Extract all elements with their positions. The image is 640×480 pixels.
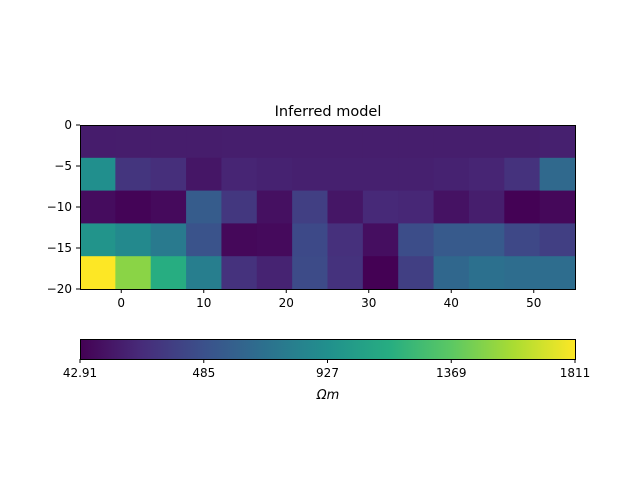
colorbar-tick-label: 1811 [560, 366, 591, 380]
y-tick-label: −15 [47, 241, 72, 255]
heatmap-cell [468, 256, 505, 290]
heatmap-cell [398, 190, 435, 224]
heatmap-cell [221, 190, 258, 224]
heatmap-cell [80, 256, 116, 290]
heatmap-cell [80, 125, 116, 159]
heatmap-cell [468, 125, 505, 159]
heatmap-cell [398, 223, 435, 257]
heatmap-cell [539, 125, 576, 159]
x-tick-label: 20 [279, 296, 294, 310]
heatmap-cell [186, 256, 222, 290]
chart-title: Inferred model [275, 104, 382, 120]
axes-frame [80, 125, 576, 290]
heatmap-cells [80, 125, 576, 290]
heatmap-cell [80, 223, 116, 257]
y-tick-label: −5 [54, 159, 72, 173]
heatmap-cell [468, 223, 505, 257]
heatmap-cell [433, 256, 470, 290]
heatmap-cell [327, 190, 364, 224]
heatmap-cell [504, 223, 541, 257]
heatmap-cell [539, 256, 576, 290]
x-tick-label: 10 [196, 296, 211, 310]
heatmap-cell [256, 256, 293, 290]
colorbar-gradient [80, 339, 576, 360]
heatmap-cell [292, 125, 328, 159]
y-tick-label: 0 [64, 118, 72, 132]
heatmap-cell [115, 125, 152, 159]
heatmap-cell [186, 223, 222, 257]
heatmap-cell [398, 157, 435, 192]
x-tick-label: 0 [117, 296, 125, 310]
heatmap-cell [539, 157, 576, 192]
heatmap-cell [150, 190, 187, 224]
heatmap-cell [468, 157, 505, 192]
colorbar-tick-label: 1369 [436, 366, 467, 380]
heatmap-cell [327, 256, 364, 290]
heatmap-cell [504, 256, 541, 290]
heatmap-cell [221, 223, 258, 257]
heatmap-cell [398, 125, 435, 159]
heatmap-cell [433, 157, 470, 192]
heatmap-cell [186, 190, 222, 224]
heatmap-cell [115, 157, 152, 192]
heatmap-cell [327, 157, 364, 192]
colorbar-label: Ωm [316, 388, 340, 403]
heatmap-cell [292, 223, 328, 257]
heatmap-cell [80, 190, 116, 224]
heatmap-cell [398, 256, 435, 290]
heatmap-cell [433, 190, 470, 224]
heatmap-cell [256, 223, 293, 257]
colorbar-tick-label: 42.91 [63, 366, 97, 380]
heatmap-cell [504, 125, 541, 159]
colorbar-ticks: 42.91 485 927 1369 1811 [63, 359, 590, 380]
heatmap-cell [433, 125, 470, 159]
heatmap-cell [504, 157, 541, 192]
heatmap-cell [362, 157, 399, 192]
x-axis-ticks: 0 10 20 30 40 50 [117, 289, 541, 310]
heatmap-cell [150, 223, 187, 257]
heatmap-cell [327, 223, 364, 257]
heatmap-cell [150, 256, 187, 290]
heatmap-cell [292, 157, 328, 192]
colorbar-tick-label: 927 [316, 366, 339, 380]
y-tick-label: −10 [47, 200, 72, 214]
heatmap-cell [221, 125, 258, 159]
heatmap-cell [150, 125, 187, 159]
heatmap-cell [256, 190, 293, 224]
heatmap-cell [433, 223, 470, 257]
heatmap-cell [504, 190, 541, 224]
heatmap-cell [539, 223, 576, 257]
heatmap-cell [362, 256, 399, 290]
heatmap-cell [186, 157, 222, 192]
heatmap-cell [256, 125, 293, 159]
heatmap-cell [362, 223, 399, 257]
heatmap-cell [292, 190, 328, 224]
heatmap-cell [292, 256, 328, 290]
heatmap-cell [362, 125, 399, 159]
heatmap-cell [115, 190, 152, 224]
heatmap-cell [327, 125, 364, 159]
heatmap-cell [115, 223, 152, 257]
x-tick-label: 50 [526, 296, 541, 310]
colorbar-tick-label: 485 [192, 366, 215, 380]
heatmap-cell [186, 125, 222, 159]
y-axis-ticks: 0 −5 −10 −15 −20 [47, 118, 80, 296]
heatmap-cell [221, 256, 258, 290]
x-tick-label: 30 [361, 296, 376, 310]
heatmap-cell [150, 157, 187, 192]
heatmap-cell [80, 157, 116, 192]
heatmap-cell [362, 190, 399, 224]
y-tick-label: −20 [47, 282, 72, 296]
heatmap-cell [115, 256, 152, 290]
heatmap-cell [539, 190, 576, 224]
heatmap-cell [221, 157, 258, 192]
x-tick-label: 40 [444, 296, 459, 310]
heatmap-cell [468, 190, 505, 224]
heatmap-cell [256, 157, 293, 192]
